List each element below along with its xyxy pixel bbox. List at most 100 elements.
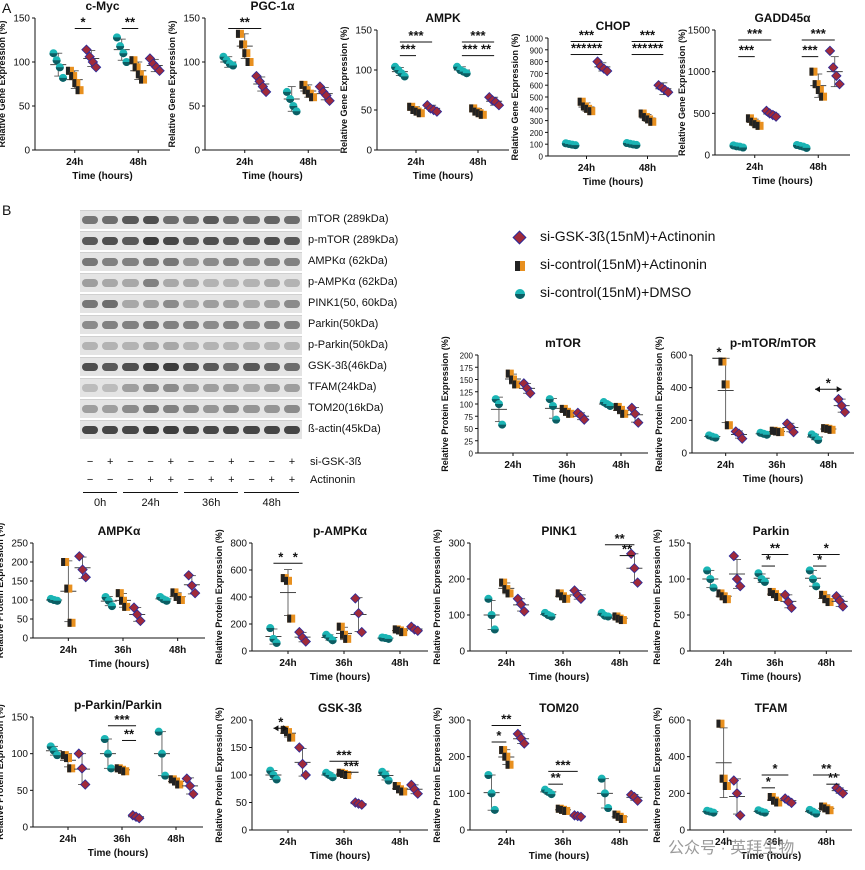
blot-band [82,384,99,392]
data-point-dmso-shade [55,67,64,72]
data-point-dmso-shade [805,570,814,575]
x-tick-label: 24h [717,460,734,471]
blot-band [122,405,139,413]
blot-band [162,237,179,245]
data-point-acti-shade [172,777,176,786]
data-point-dmso-shade [157,753,166,758]
blot-row [80,336,302,355]
data-point-acti-shade [60,751,65,760]
data-point-acti-shade [563,407,567,416]
data-point-dmso-shade [632,144,641,149]
significance-label: * [766,552,772,567]
data-point-sigsk [300,769,311,781]
y-tick-label: 50 [17,786,29,797]
data-point-acti-shade [773,427,777,436]
y-tick-label: 150 [183,14,200,25]
x-tick-label: 48h [810,162,827,173]
chart-title: PINK1 [541,524,577,538]
data-point-sigsk [731,788,743,799]
y-tick-label: 500 [530,94,544,103]
x-tick-label: 48h [818,837,835,848]
chart-title: p-mTOR/mTOR [730,336,817,350]
data-point-dmso-shade [494,404,503,408]
data-point-acti-shade [769,426,774,435]
x-tick-label: 48h [611,837,628,848]
y-tick-label: 0 [704,151,710,162]
data-point-acti-shade [396,785,400,794]
blot-band [283,384,300,392]
chart-title: mTOR [545,336,581,350]
si-gsk-sign: − [86,456,94,468]
blot-band [182,342,200,350]
data-point-acti-shade [61,558,66,566]
x-tick-label: 24h [66,157,83,168]
y-tick-label: 300 [448,716,465,727]
blot-band [243,279,260,287]
blot-band [223,216,240,224]
x-tick-label: 36h [335,837,352,848]
data-point-dmso-shade [119,53,128,58]
blot-band [102,321,119,329]
y-tick-label: 100 [11,749,28,760]
blot-band [182,321,200,329]
data-point-sigsk [515,598,527,610]
data-point-sigsk [728,550,740,562]
blot-band [122,321,139,329]
data-point-dmso-shade [812,586,821,591]
data-point-acti-shade [612,612,617,621]
data-point-acti-shade [340,630,344,639]
blot-row [80,357,302,376]
data-point-acti-shade [170,588,175,597]
timepoint-underline [83,492,118,493]
y-axis-label: Relative Protein Expression (%) [214,707,224,843]
data-point-dmso-shade [802,147,811,152]
blot-band [263,258,280,266]
blot-band [162,384,179,392]
significance-label: ** [770,541,781,556]
data-point-acti-shade [719,774,724,783]
timepoint-underline [123,492,178,493]
blot-band [182,216,200,224]
y-tick-label: 600 [668,716,685,727]
data-point-sigsk [839,406,851,418]
blot-band [82,216,99,224]
significance-label: ** [828,770,839,785]
data-point-dmso-shade [604,808,613,812]
data-point-acti-shade [587,107,592,116]
blot-band [223,300,240,308]
data-point-dmso-shade [552,419,561,424]
y-tick-label: 300 [530,117,544,126]
x-tick-label: 24h [498,837,515,848]
blot-band [182,279,200,287]
blot-band [283,237,300,245]
data-point-sigsk [135,615,146,627]
data-point-sigsk [519,606,530,617]
chart-title: AMPKα [98,524,141,538]
legend-label-si-gsk: si-GSK-3ß(15nM)+Actinonin [540,228,716,244]
data-point-acti-shade [827,425,832,434]
y-tick-label: 50 [674,611,686,622]
data-point-acti-shade [499,746,504,755]
significance-label: *** [114,712,130,727]
chart-pparkin: 0 50 100 150 24h 36h 48h Time (hours) Relative P… [0,698,203,859]
y-tick-label: 0 [241,826,247,837]
chart-title: TFAM [755,701,788,715]
y-axis-label: Relative Protein Expression (%) [654,336,664,472]
blot-band [283,300,300,308]
y-axis-label: Relative Protein Expression (%) [440,336,450,472]
significance-label: * [496,728,502,743]
x-tick-label: 36h [554,837,571,848]
blot-band [162,405,179,413]
x-axis-label: Time (hours) [413,171,473,182]
blot-band [243,384,260,392]
data-point-dmso-shade [600,793,609,798]
blot-row [80,399,302,418]
y-tick-label: 0 [459,647,465,658]
data-point-dmso-shade [597,778,606,783]
actinonin-sign: + [288,474,296,486]
chart-ampk: 0 50 100 150 24h 48h Time (hours) Relative Gene… [339,11,509,182]
actinonin-sign: + [147,474,154,486]
data-point-dmso-shade [100,739,109,743]
significance-label: *** [632,41,648,56]
chart-pgc1a: 0 50 100 150 24h 48h Time (hours) Relative Gene… [167,0,340,182]
